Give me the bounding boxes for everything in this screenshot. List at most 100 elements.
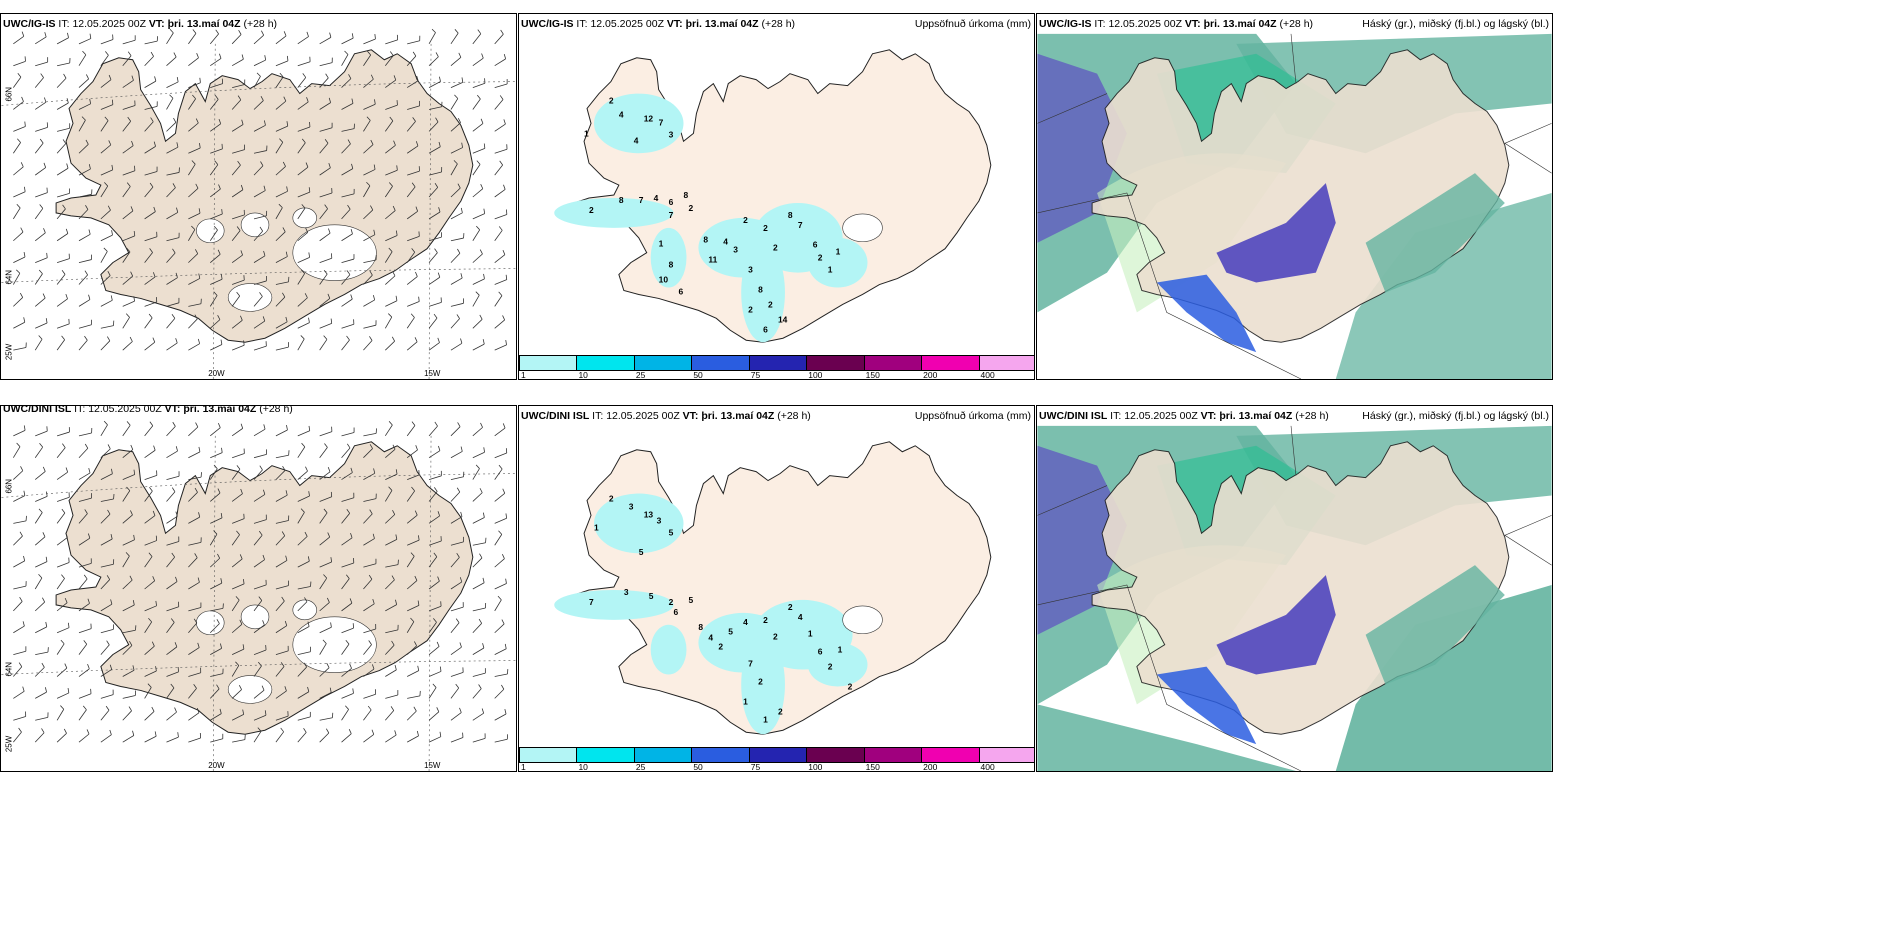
lat-label: 66N [4, 479, 13, 494]
panel-title: UWC/DINI ISL IT: 12.05.2025 00Z VT: þri.… [1039, 410, 1329, 422]
precip-value: 13 [644, 509, 654, 519]
legend-swatch [748, 747, 808, 763]
legend-label: 10 [578, 762, 588, 772]
legend-swatch [863, 747, 923, 763]
precip-value: 6 [763, 324, 768, 334]
precip-value: 5 [669, 527, 674, 537]
panel-subtitle: Háský (gr.), miðský (fj.bl.) og lágský (… [1362, 18, 1549, 30]
precip-value: 2 [748, 304, 753, 314]
panel-clouds-dini: UWC/DINI ISL IT: 12.05.2025 00Z VT: þri.… [1036, 405, 1553, 772]
precip-value: 2 [609, 96, 614, 106]
panel-title: UWC/IG-IS IT: 12.05.2025 00Z VT: þri. 13… [3, 18, 278, 30]
lon-label: 20W [208, 761, 225, 770]
legend-label: 100 [808, 370, 823, 380]
legend-label: 50 [693, 370, 703, 380]
precip-value: 1 [743, 696, 748, 706]
legend-swatch [863, 355, 923, 371]
precip-value: 7 [659, 117, 664, 127]
precip-value: 2 [743, 215, 748, 225]
legend-label: 50 [693, 762, 703, 772]
panel-precip-dini: UWC/DINI ISL IT: 12.05.2025 00Z VT: þri.… [518, 405, 1035, 772]
legend-swatch [519, 355, 578, 371]
precip-value: 2 [688, 203, 693, 213]
precip-value: 4 [798, 612, 803, 622]
legend-swatch [576, 355, 635, 371]
precip-value: 14 [778, 314, 788, 324]
panel-wind-igis: UWC/IG-IS IT: 12.05.2025 00Z VT: þri. 13… [0, 13, 517, 380]
precip-value: 8 [698, 622, 703, 632]
legend-label: 150 [865, 762, 880, 772]
precip-value: 6 [669, 197, 674, 207]
precip-value: 7 [748, 659, 753, 669]
precip-value: 3 [669, 129, 674, 139]
legend-label: 1 [521, 762, 526, 772]
precip-value: 3 [748, 265, 753, 275]
panel-precip-igis: UWC/IG-IS IT: 12.05.2025 00Z VT: þri. 13… [518, 13, 1035, 380]
precip-value: 2 [848, 681, 853, 691]
precip-value: 2 [589, 205, 594, 215]
precip-value: 4 [708, 633, 713, 643]
precip-value: 5 [649, 591, 654, 601]
legend-swatch [978, 747, 1034, 763]
lon-label: 25W [4, 735, 13, 752]
precip-value: 1 [838, 645, 843, 655]
precip-value: 1 [763, 714, 768, 724]
panel-wind-dini: UWC/DINI ISL IT: 12.05.2025 00Z VT: þri.… [0, 405, 517, 772]
legend-label: 400 [980, 370, 995, 380]
precip-value: 2 [818, 253, 823, 263]
cloud-map [1037, 14, 1552, 379]
precip-value: 7 [669, 210, 674, 220]
legend-swatch [978, 355, 1034, 371]
precip-value: 12 [644, 113, 654, 123]
legend-label: 10 [578, 370, 588, 380]
precip-value: 1 [808, 629, 813, 639]
precip-value: 1 [659, 239, 664, 249]
legend-label: 25 [635, 370, 646, 380]
legend-label: 75 [750, 370, 761, 380]
precip-value: 8 [619, 195, 624, 205]
precip-value: 6 [813, 240, 818, 250]
precip-value: 2 [718, 642, 723, 652]
precip-value: 6 [818, 647, 823, 657]
panel-clouds-igis: UWC/IG-IS IT: 12.05.2025 00Z VT: þri. 13… [1036, 13, 1553, 380]
panel-title: UWC/IG-IS IT: 12.05.2025 00Z VT: þri. 13… [521, 18, 796, 30]
panel-subtitle: Uppsöfnuð úrkoma (mm) [914, 410, 1031, 422]
lon-label: 15W [424, 369, 441, 378]
precip-legend: 1 10 25 50 75 100 150 200 400 [519, 355, 1034, 379]
precip-value: 1 [594, 522, 599, 532]
precip-value: 2 [788, 602, 793, 612]
precip-value: 7 [589, 597, 594, 607]
precip-value: 7 [639, 195, 644, 205]
legend-label: 400 [980, 762, 995, 772]
legend-swatch [691, 355, 750, 371]
cloud-map [1037, 406, 1552, 771]
precip-value: 1 [828, 265, 833, 275]
precip-value: 3 [657, 515, 662, 525]
precip-value: 5 [639, 547, 644, 557]
panel-title: UWC/DINI ISL IT: 12.05.2025 00Z VT: þri.… [521, 410, 811, 422]
legend-label: 1 [521, 370, 526, 380]
precip-value: 2 [768, 299, 773, 309]
precip-value: 2 [763, 615, 768, 625]
precip-value: 1 [836, 247, 841, 257]
precip-value: 2 [758, 676, 763, 686]
legend-swatch [921, 747, 980, 763]
wind-map: 66N 64N 25W 20W 15W [1, 28, 516, 379]
precip-value: 2 [828, 662, 833, 672]
precip-legend: 1 10 25 50 75 100 150 200 400 [519, 747, 1034, 771]
legend-swatch [633, 355, 693, 371]
precip-value: 2 [773, 243, 778, 253]
lon-label: 25W [4, 343, 13, 360]
legend-swatch [806, 355, 865, 371]
legend-swatch [519, 747, 578, 763]
precip-value: 2 [778, 706, 783, 716]
legend-swatch [691, 747, 750, 763]
legend-swatch [633, 747, 693, 763]
precip-value: 5 [728, 627, 733, 637]
precip-value: 8 [684, 190, 689, 200]
precip-value: 6 [679, 286, 684, 296]
precip-value: 2 [763, 223, 768, 233]
precip-value: 3 [629, 501, 634, 511]
